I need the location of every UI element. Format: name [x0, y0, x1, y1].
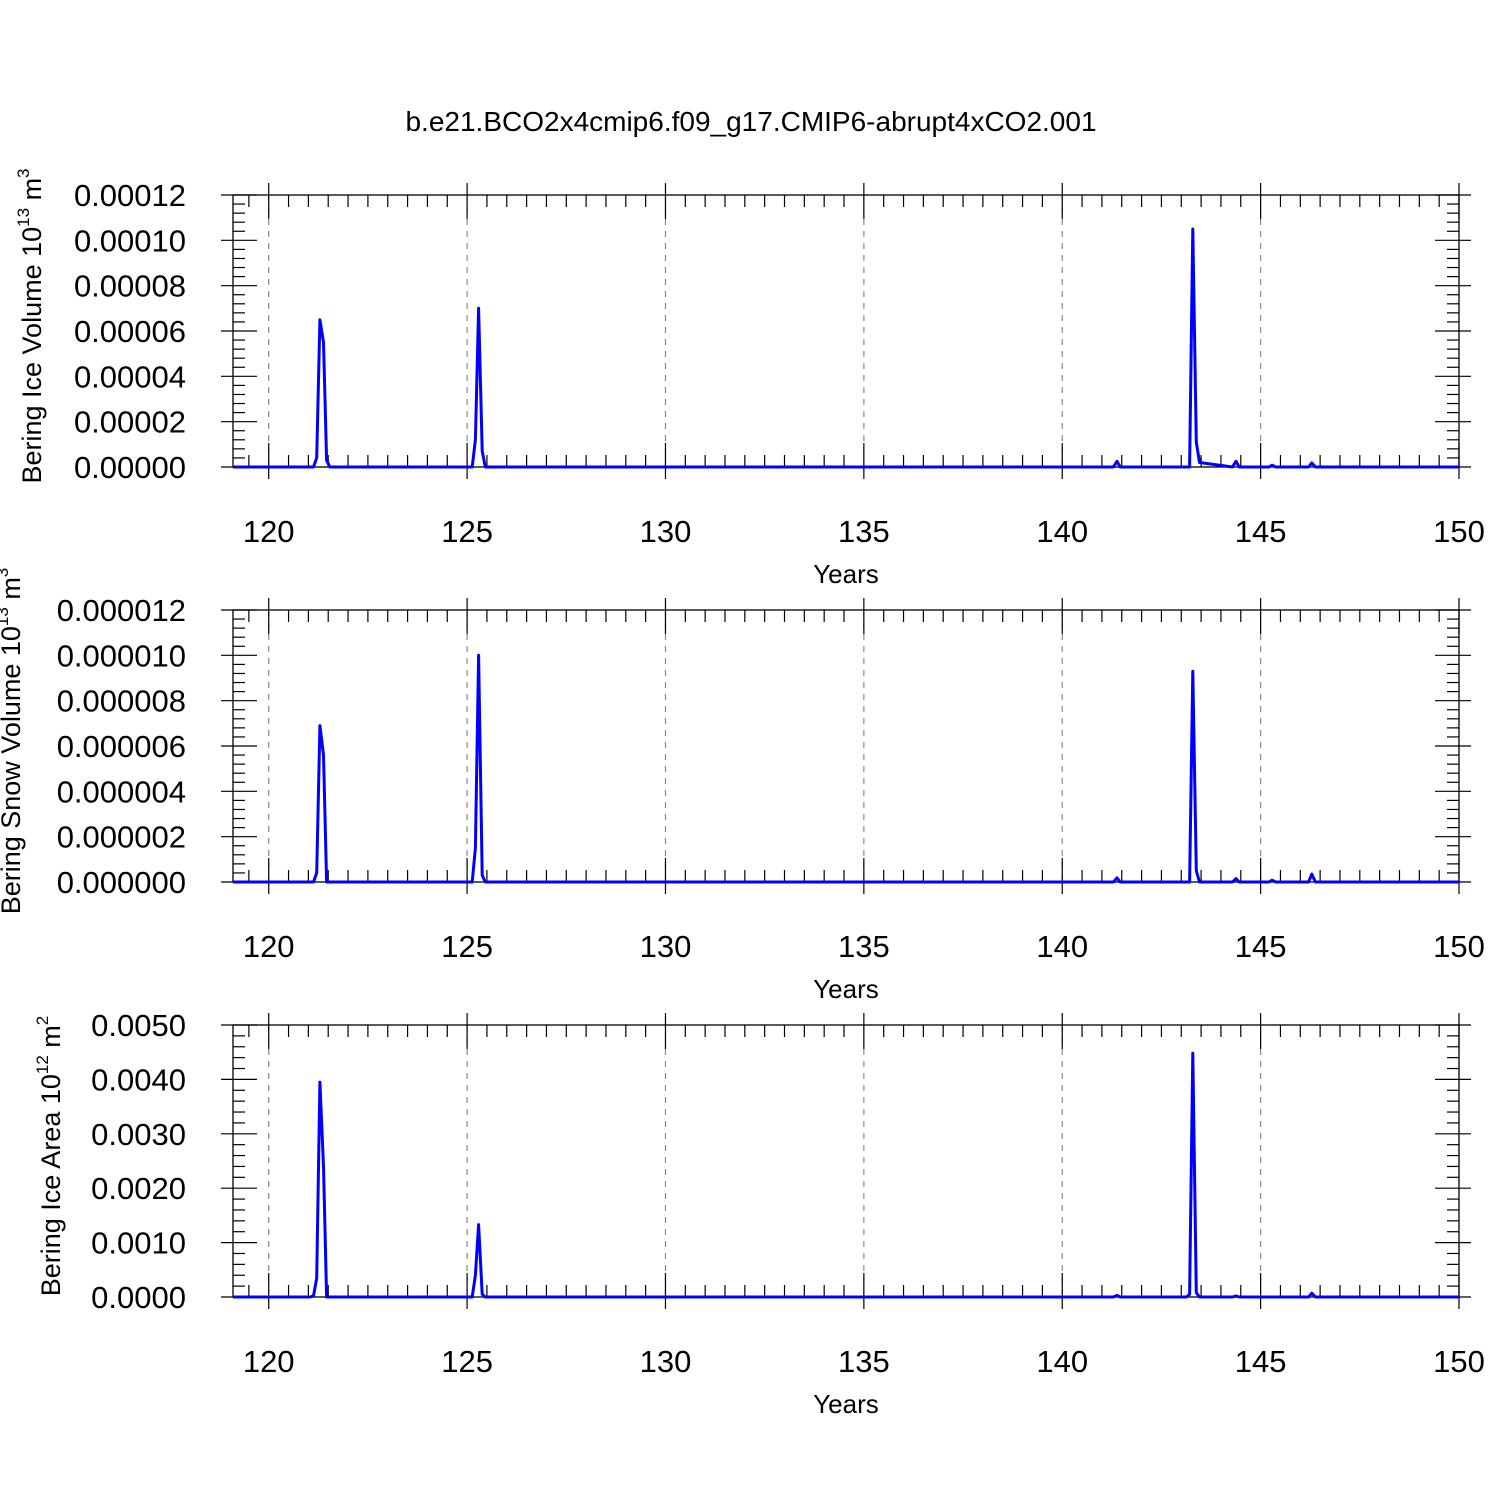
x-tick-label: 145 — [1235, 929, 1287, 964]
x-tick-label: 150 — [1433, 1344, 1485, 1379]
panel-1: 120 125 130 135 140 145 150 0.00000 0.00002 0.000… — [14, 168, 1485, 589]
y-tick-label: 0.00010 — [74, 223, 186, 258]
y-axis-label-exponent: 12 — [33, 1055, 52, 1074]
x-tick-label: 130 — [640, 929, 692, 964]
y-tick-label: 0.0040 — [91, 1062, 186, 1097]
x-tick-label: 150 — [1433, 929, 1485, 964]
x-tick-label: 120 — [243, 514, 295, 549]
y-tick-label: 0.0010 — [91, 1226, 186, 1261]
x-axis-label: Years — [813, 559, 879, 589]
y-tick-label: 0.000010 — [57, 638, 186, 673]
y-axis-label-unit: m — [36, 1025, 66, 1055]
y-axis-label-main: Bering Ice Volume 10 — [17, 227, 47, 484]
x-tick-label: 125 — [441, 1344, 493, 1379]
x-axis-label: Years — [813, 1389, 879, 1419]
y-axis-label: Bering Ice Area 1012 m2 — [33, 1016, 66, 1297]
plot-frame — [232, 1024, 1460, 1298]
y-tick-label: 0.000000 — [57, 865, 186, 900]
y-tick-label: 0.00000 — [74, 450, 186, 485]
x-tick-label: 135 — [838, 929, 890, 964]
y-axis-label-unit-exponent: 3 — [14, 168, 33, 177]
x-tick-label: 130 — [640, 514, 692, 549]
y-tick-label: 0.00002 — [74, 405, 186, 440]
x-tick-label: 120 — [243, 929, 295, 964]
y-tick-label: 0.00006 — [74, 314, 186, 349]
y-tick-label: 0.00004 — [74, 359, 186, 394]
plot-frame — [232, 609, 1460, 883]
y-tick-label: 0.0030 — [91, 1117, 186, 1152]
x-tick-label: 150 — [1433, 514, 1485, 549]
series-line — [233, 227, 1459, 469]
y-axis-label: Bering Ice Volume 1013 m3 — [14, 168, 47, 483]
x-tick-label: 140 — [1036, 1344, 1088, 1379]
y-tick-label: 0.000002 — [57, 820, 186, 855]
y-tick-label: 0.00008 — [74, 269, 186, 304]
x-tick-label: 135 — [838, 1344, 890, 1379]
y-axis-label-main: Bering Ice Area 10 — [36, 1074, 66, 1296]
figure-title: b.e21.BCO2x4cmip6.f09_g17.CMIP6-abrupt4x… — [405, 106, 1096, 137]
y-tick-label: 0.000008 — [57, 684, 186, 719]
y-axis-label: Bering Snow Volume 1013 m3 — [0, 568, 26, 915]
x-tick-label: 145 — [1235, 1344, 1287, 1379]
x-tick-label: 130 — [640, 1344, 692, 1379]
y-tick-label: 0.0050 — [91, 1008, 186, 1043]
y-tick-label: 0.00012 — [74, 178, 186, 213]
x-tick-label: 125 — [441, 929, 493, 964]
x-tick-label: 140 — [1036, 514, 1088, 549]
x-tick-label: 135 — [838, 514, 890, 549]
plot-frame — [232, 194, 1460, 468]
y-tick-label: 0.000004 — [57, 774, 186, 809]
x-tick-label: 125 — [441, 514, 493, 549]
x-tick-label: 120 — [243, 1344, 295, 1379]
series-line — [233, 653, 1459, 884]
x-axis-label: Years — [813, 974, 879, 1004]
panel-2: 120 125 130 135 140 145 150 0.000000 0.000002 0.0… — [0, 568, 1485, 1004]
y-axis-label-unit-exponent: 2 — [33, 1016, 52, 1025]
y-tick-label: 0.0000 — [91, 1280, 186, 1315]
y-tick-label: 0.0020 — [91, 1171, 186, 1206]
y-axis-label-main: Bering Snow Volume 10 — [0, 626, 26, 914]
y-tick-label: 0.000006 — [57, 729, 186, 764]
y-axis-label-exponent: 13 — [0, 607, 12, 626]
y-axis-label-unit: m — [17, 178, 47, 208]
y-axis-label-unit: m — [0, 577, 26, 607]
x-tick-label: 145 — [1235, 514, 1287, 549]
y-axis-label-unit-exponent: 3 — [0, 568, 12, 577]
series-line — [233, 1051, 1459, 1299]
x-tick-label: 140 — [1036, 929, 1088, 964]
y-tick-label: 0.000012 — [57, 593, 186, 628]
y-axis-label-exponent: 13 — [14, 208, 33, 227]
panel-3: 120 125 130 135 140 145 150 0.0000 0.0010 0.0020 0… — [33, 1008, 1485, 1419]
